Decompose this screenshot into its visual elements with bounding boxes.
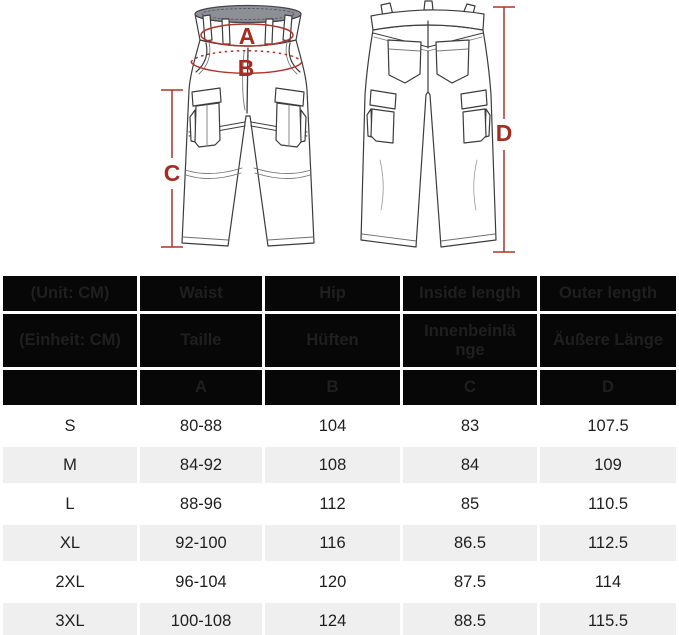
col-header-hip-en: Hip: [265, 276, 400, 311]
waist-label: A: [239, 23, 256, 49]
inside-length-cell: 84: [403, 447, 537, 483]
waist-cell: 92-100: [140, 525, 262, 561]
header-row-en: (Unit: CM) Waist Hip Inside length Outer…: [3, 276, 676, 311]
measure-letter-b: B: [265, 370, 400, 405]
size-cell: 3XL: [3, 603, 137, 635]
table-row-3xl: 3XL 100-108 124 88.5 115.5: [3, 603, 676, 635]
hip-label: B: [238, 55, 255, 81]
table-row-s: S 80-88 104 83 107.5: [3, 408, 676, 444]
hip-cell: 104: [318, 416, 347, 435]
table-row-m: M 84-92 108 84 109: [3, 447, 676, 483]
outer-length-label: D: [496, 120, 513, 146]
measure-letter-empty-cell: [3, 370, 137, 405]
outer-length-cell: 107.5: [587, 416, 629, 435]
inside-length-cell: 87.5: [453, 572, 487, 591]
size-cell: M: [3, 447, 137, 483]
size-cell: XL: [3, 525, 137, 561]
col-header-hip-de: Hüften: [265, 314, 400, 367]
inside-length-cell: 88.5: [403, 603, 537, 635]
size-cell: S: [64, 416, 76, 435]
size-cell: L: [65, 494, 75, 513]
col-header-waist-en: Waist: [140, 276, 262, 311]
outer-length-cell: 112.5: [540, 525, 676, 561]
size-cell: 2XL: [55, 572, 85, 591]
col-header-inside-length-de: Innenbeinlänge: [403, 314, 537, 367]
outer-length-cell: 110.5: [587, 494, 629, 513]
inside-length-cell: 85: [460, 494, 480, 513]
waist-cell: 80-88: [179, 416, 223, 435]
inside-length-cell: 83: [460, 416, 480, 435]
table-row-xl: XL 92-100 116 86.5 112.5: [3, 525, 676, 561]
pants-measurement-diagram: A B C D: [0, 0, 679, 273]
table-row-l: L 88-96 112 85 110.5: [3, 486, 676, 522]
hip-cell: 116: [265, 525, 400, 561]
inside-length-label: C: [164, 160, 181, 186]
hip-measure-ellipse: [190, 61, 303, 75]
col-header-outer-length-en: Outer length: [540, 276, 676, 311]
waist-cell: 84-92: [140, 447, 262, 483]
waist-cell: 100-108: [140, 603, 262, 635]
back-pants-drawing: [360, 0, 497, 248]
table-row-2xl: 2XL 96-104 120 87.5 114: [3, 564, 676, 600]
measure-letter-c: C: [403, 370, 537, 405]
hip-cell: 124: [265, 603, 400, 635]
waist-cell: 88-96: [179, 494, 223, 513]
col-header-inside-length-en: Inside length: [403, 276, 537, 311]
measure-letter-d: D: [540, 370, 676, 405]
waist-measure-ellipse: [200, 23, 294, 47]
hip-cell: 112: [319, 494, 346, 513]
measure-letter-a: A: [140, 370, 262, 405]
unit-label-de: (Einheit: CM): [3, 314, 137, 367]
measure-letter-row: A B C D: [3, 370, 676, 405]
waist-cell: 96-104: [175, 572, 227, 591]
col-header-outer-length-de: Äußere Länge: [540, 314, 676, 367]
inside-length-line: [161, 89, 183, 248]
outer-length-line: [493, 6, 515, 253]
size-table: (Unit: CM) Waist Hip Inside length Outer…: [0, 273, 679, 635]
inside-length-cell: 86.5: [403, 525, 537, 561]
outer-length-cell: 115.5: [540, 603, 676, 635]
outer-length-cell: 109: [540, 447, 676, 483]
header-row-de: (Einheit: CM) Taille Hüften Innenbeinlän…: [3, 314, 676, 367]
col-header-waist-de: Taille: [140, 314, 262, 367]
hip-cell: 108: [265, 447, 400, 483]
outer-length-cell: 114: [594, 572, 622, 591]
unit-label-en: (Unit: CM): [3, 276, 137, 311]
hip-cell: 120: [318, 572, 347, 591]
